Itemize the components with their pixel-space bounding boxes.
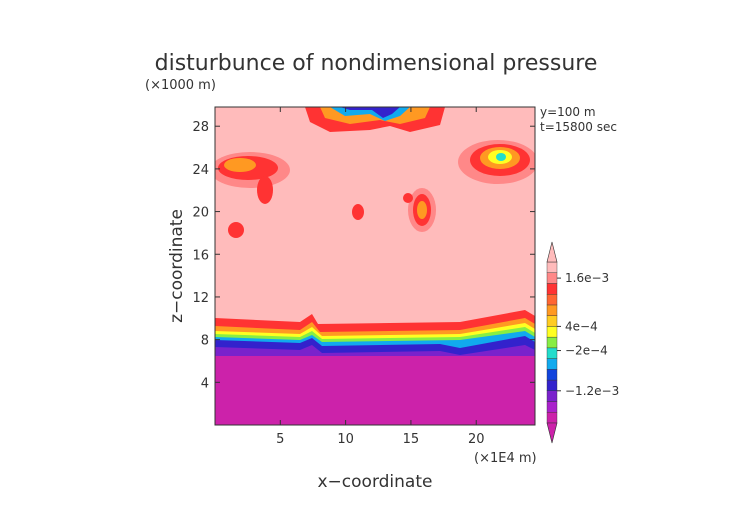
y-tick-label: 28 xyxy=(192,120,209,135)
colorbar-max-arrow xyxy=(546,241,558,263)
chart-title: disturbunce of nondimensional pressure xyxy=(155,51,598,76)
x-tick-label: 5 xyxy=(276,432,284,447)
x-tick-label: 15 xyxy=(403,432,420,447)
colorbar-swatch xyxy=(546,401,558,413)
colorbar-swatch xyxy=(546,358,558,370)
y-tick-label: 16 xyxy=(192,248,209,263)
y-tick-label: 4 xyxy=(201,376,209,391)
top-band-blue xyxy=(340,107,400,118)
blob-small-2 xyxy=(403,193,413,203)
colorbar-swatch xyxy=(546,390,558,402)
blob-left-small xyxy=(228,222,244,238)
y-tick-label: 12 xyxy=(192,291,209,306)
colorbar-swatch xyxy=(546,412,558,424)
colorbar-swatch xyxy=(546,336,558,349)
x-axis-label: x−coordinate xyxy=(318,472,433,492)
y-axis: 4 8 12 16 20 24 28 xyxy=(192,120,535,391)
colorbar-swatch xyxy=(546,369,558,381)
colorbar-swatch xyxy=(546,304,558,316)
colorbar-swatch xyxy=(546,379,558,392)
colorbar-swatch xyxy=(546,326,558,338)
y-axis-unit: (×1000 m) xyxy=(145,78,216,93)
colorbar-swatch xyxy=(546,347,558,359)
x-tick-label: 20 xyxy=(468,432,485,447)
y-tick-label: 20 xyxy=(192,206,209,221)
x-axis-unit: (×1E4 m) xyxy=(474,451,537,466)
colorbar-tick-label: −2e−4 xyxy=(565,344,608,358)
blob-left-lower xyxy=(257,176,273,204)
blob-small-1 xyxy=(352,204,364,220)
colorbar-swatch xyxy=(546,294,558,306)
contour-field xyxy=(215,107,535,425)
colorbar-min-arrow xyxy=(546,422,558,444)
colorbar-swatch xyxy=(546,283,558,295)
colorbar-tick-label: −1.2e−3 xyxy=(565,384,619,398)
blob-left-orange xyxy=(224,158,256,172)
annotation-y: y=100 m xyxy=(540,105,596,119)
colorbar-swatch xyxy=(546,272,558,284)
colorbar-tick-label: 4e−4 xyxy=(565,319,598,333)
y-axis-label: z−coordinate xyxy=(167,209,187,323)
colorbar-swatch xyxy=(546,261,558,273)
colorbar-tick-label: 1.6e−3 xyxy=(565,271,609,285)
y-tick-label: 24 xyxy=(192,163,209,178)
x-axis: 5 10 15 20 xyxy=(276,107,484,447)
colorbar-swatch xyxy=(546,315,558,327)
colorbar: 1.6e−3 4e−4 −2e−4 −1.2e−3 xyxy=(546,241,619,444)
plot-frame xyxy=(214,106,536,426)
annotation-time: t=15800 sec xyxy=(540,120,617,134)
y-tick-label: 8 xyxy=(201,334,209,349)
region-negative xyxy=(215,356,535,425)
blob-right-cyan xyxy=(496,153,506,161)
x-tick-label: 10 xyxy=(337,432,354,447)
blob-mid-orange xyxy=(417,201,427,219)
